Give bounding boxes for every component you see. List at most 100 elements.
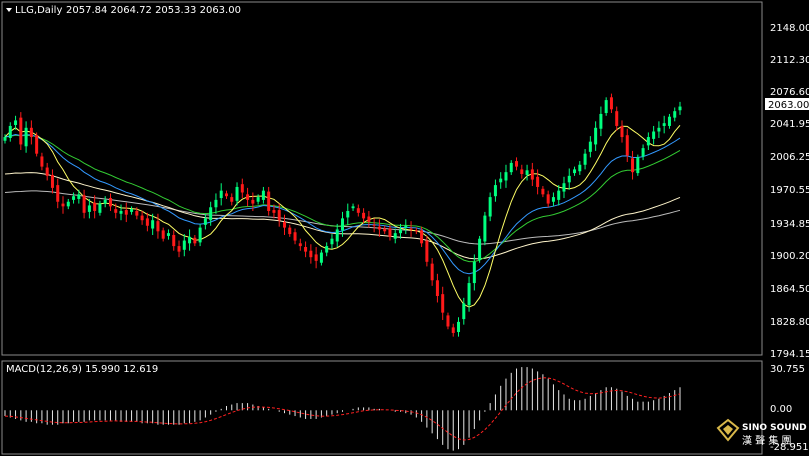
candle-body (636, 157, 640, 174)
candle-body (172, 235, 176, 247)
candle-body (198, 227, 202, 243)
candle-body (541, 188, 545, 195)
current-price-box (765, 98, 809, 110)
candle-body (399, 229, 403, 234)
candle-body (425, 240, 429, 262)
price-tick-label: 1864.50 (770, 284, 809, 295)
candle-body (72, 196, 76, 200)
candle-body (662, 123, 666, 126)
candle-body (573, 169, 577, 174)
candle-body (161, 230, 165, 239)
candle-body (377, 226, 381, 230)
macd-pane[interactable] (1, 360, 763, 455)
candle-body (557, 190, 561, 200)
candle-body (551, 197, 555, 202)
candle-body (209, 207, 213, 221)
candle-body (87, 205, 91, 212)
candle-body (40, 156, 44, 167)
candle-body (45, 167, 49, 176)
candle-body (103, 199, 107, 204)
candle-body (631, 158, 635, 173)
candle-body (588, 141, 592, 152)
candle-body (288, 227, 292, 235)
candle-body (35, 135, 39, 154)
price-tick-label: 2076.60 (770, 87, 809, 98)
candle-body (230, 197, 234, 202)
candle-body (219, 190, 223, 199)
macd-tick-label: 30.755 (770, 364, 805, 375)
candle-body (50, 174, 54, 188)
candle-body (14, 120, 18, 126)
candle-body (8, 125, 12, 138)
candle-body (98, 203, 102, 213)
price-tick-label: 2148.00 (770, 23, 809, 34)
candle-body (330, 238, 334, 245)
candle-body (108, 198, 112, 207)
price-pane[interactable] (1, 1, 763, 356)
candle-body (335, 229, 339, 242)
diamond-inner-icon (723, 425, 733, 435)
candle-body (578, 164, 582, 172)
candle-body (282, 222, 286, 228)
candlesticks (3, 93, 682, 337)
candle-body (119, 210, 123, 214)
candle-body (256, 197, 260, 202)
candle-body (61, 203, 65, 207)
candle-body (240, 184, 244, 193)
candle-body (272, 210, 276, 213)
candle-body (504, 172, 508, 181)
candle-body (325, 246, 329, 253)
sino-sound-logo: SINO SOUND 漢 聲 集 團 (716, 418, 807, 447)
candle-body (151, 220, 155, 229)
candle-body (3, 137, 7, 141)
candle-body (499, 178, 503, 183)
price-tick-label: 1828.80 (770, 317, 809, 328)
candle-body (56, 185, 60, 202)
candle-body (261, 190, 265, 200)
candle-body (383, 228, 387, 232)
candle-body (599, 113, 603, 129)
candle-body (214, 199, 218, 208)
price-tick-label: 1794.15 (770, 349, 809, 360)
price-tick-label: 2006.25 (770, 152, 809, 163)
candle-body (130, 209, 134, 212)
candle-body (620, 125, 624, 138)
candle-body (472, 261, 476, 284)
price-axis: 2148.00 2112.30 2076.60 2041.95 2006.25 … (770, 23, 809, 360)
candle-body (251, 199, 255, 204)
macd-signal-line (4, 377, 681, 441)
price-tick-label: 2112.30 (770, 55, 809, 66)
candle-body (530, 169, 534, 180)
candle-body (525, 170, 529, 175)
dropdown-triangle-icon[interactable] (6, 8, 12, 12)
candle-body (409, 228, 413, 230)
candle-body (441, 294, 445, 313)
candle-body (546, 194, 550, 204)
candle-body (77, 194, 81, 199)
candle-body (267, 191, 271, 211)
candle-body (66, 201, 70, 207)
candle-body (356, 208, 360, 213)
candle-body (420, 230, 424, 244)
candle-body (367, 216, 371, 223)
candle-body (673, 111, 677, 118)
candle-body (309, 250, 313, 258)
candle-body (19, 117, 23, 145)
price-tick-label: 2041.95 (770, 119, 809, 130)
candle-body (145, 218, 149, 226)
candle-body (235, 186, 239, 201)
macd-tick-label: 0.00 (770, 404, 792, 415)
candle-body (114, 209, 118, 213)
candle-body (625, 135, 629, 156)
candle-body (393, 233, 397, 239)
candle-body (493, 185, 497, 197)
candle-body (177, 246, 181, 252)
current-price-label: 2063.00 (768, 100, 809, 111)
candle-body (520, 169, 524, 175)
candle-body (567, 175, 571, 183)
candle-body (515, 161, 519, 167)
candle-body (304, 247, 308, 252)
logo-line1: SINO SOUND (742, 423, 807, 433)
